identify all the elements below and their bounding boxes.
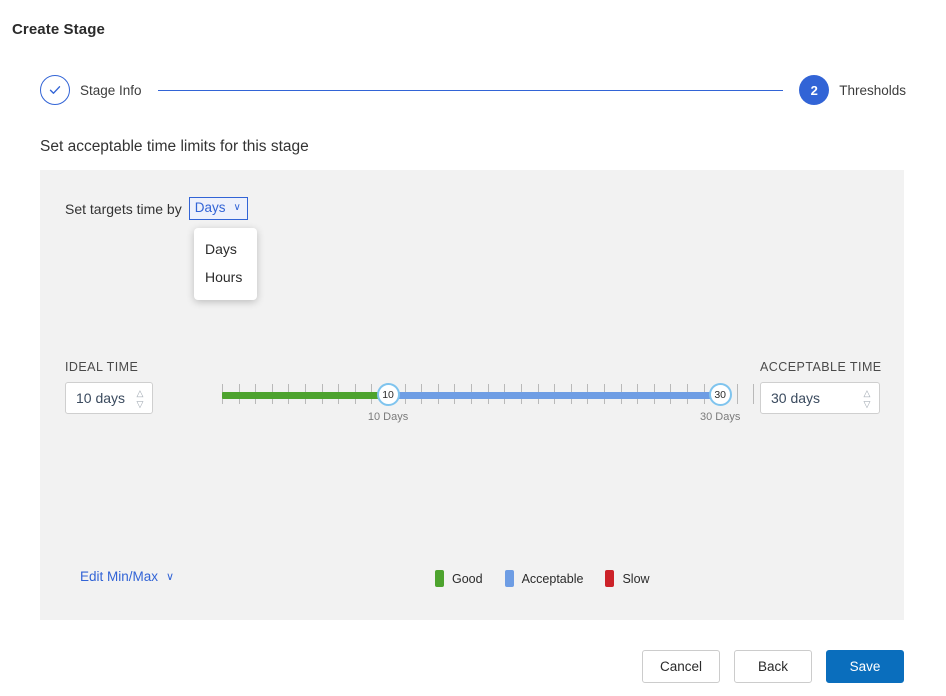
acceptable-time-spinner[interactable]: △ ▽	[861, 387, 873, 409]
back-button[interactable]: Back	[734, 650, 812, 683]
stepper-up-icon[interactable]: △	[863, 387, 871, 398]
slider-bar-acceptable	[388, 392, 721, 399]
acceptable-time-field: ACCEPTABLE TIME 30 days △ ▽	[760, 360, 882, 414]
dialog-footer: Cancel Back Save	[642, 650, 904, 683]
legend-swatch-slow	[605, 570, 615, 587]
stepper-step-stage-info[interactable]: Stage Info	[40, 75, 142, 105]
ideal-time-field: IDEAL TIME 10 days △ ▽	[65, 360, 153, 414]
legend-swatch-acceptable	[504, 570, 514, 587]
slider-thumb-acceptable[interactable]: 30	[708, 383, 732, 406]
dropdown-option-days[interactable]: Days	[205, 241, 237, 257]
legend-swatch-good	[435, 570, 444, 587]
slider-caption-acceptable: 30 Days	[699, 411, 741, 423]
legend-item-good: Good	[435, 570, 483, 587]
legend-label-slow: Slow	[622, 571, 650, 586]
stepper-step-label: Thresholds	[839, 82, 906, 98]
save-button[interactable]: Save	[826, 650, 904, 683]
slider-thumb-ideal[interactable]: 10	[376, 383, 400, 406]
legend-item-acceptable: Acceptable	[504, 570, 584, 587]
slider-tick	[736, 384, 738, 404]
edit-min-max-label: Edit Min/Max	[80, 569, 159, 584]
ideal-time-spinner[interactable]: △ ▽	[134, 387, 146, 409]
dropdown-option-hours[interactable]: Hours	[205, 269, 243, 285]
stepper-connector	[157, 89, 784, 91]
stepper-down-icon[interactable]: ▽	[863, 398, 871, 409]
stepper-up-icon[interactable]: △	[136, 387, 144, 398]
threshold-slider-area: IDEAL TIME 10 days △ ▽ 10 30 10 Days 30 …	[40, 360, 904, 430]
time-unit-select[interactable]: Days ∨	[188, 197, 248, 220]
time-unit-dropdown-menu[interactable]: Days Hours	[194, 228, 257, 300]
page-title: Create Stage	[12, 21, 105, 38]
stepper: Stage Info 2 Thresholds	[40, 74, 906, 106]
legend-label-good: Good	[452, 571, 483, 586]
stepper-step-label: Stage Info	[80, 82, 142, 98]
legend-label-acceptable: Acceptable	[521, 571, 584, 586]
stepper-down-icon[interactable]: ▽	[136, 398, 144, 409]
time-unit-selected-value: Days	[194, 200, 226, 215]
targets-time-row: Set targets time by Days ∨	[65, 197, 248, 220]
section-title: Set acceptable time limits for this stag…	[40, 138, 309, 155]
slider-caption-ideal: 10 Days	[367, 411, 409, 423]
legend-item-slow: Slow	[605, 570, 650, 587]
threshold-slider[interactable]: 10 30 10 Days 30 Days	[222, 383, 771, 423]
acceptable-time-value: 30 days	[771, 390, 821, 406]
stepper-step-thresholds[interactable]: 2 Thresholds	[799, 75, 906, 105]
check-icon	[40, 75, 70, 105]
chevron-down-icon: ∨	[166, 571, 175, 583]
ideal-time-value: 10 days	[76, 390, 126, 406]
ideal-time-caption: IDEAL TIME	[65, 360, 139, 374]
ideal-time-stepper[interactable]: 10 days △ ▽	[65, 382, 153, 414]
targets-time-label: Set targets time by	[65, 200, 182, 217]
acceptable-time-caption: ACCEPTABLE TIME	[760, 360, 882, 374]
slider-tick	[753, 384, 755, 404]
cancel-button[interactable]: Cancel	[642, 650, 720, 683]
edit-min-max-toggle[interactable]: Edit Min/Max ∨	[80, 569, 174, 584]
slider-bar-good	[222, 392, 389, 399]
thresholds-panel: Set targets time by Days ∨ Days Hours ID…	[40, 170, 904, 620]
chevron-down-icon: ∨	[233, 202, 241, 213]
step-number-badge: 2	[799, 75, 830, 105]
acceptable-time-stepper[interactable]: 30 days △ ▽	[760, 382, 880, 414]
threshold-legend: Good Acceptable Slow	[435, 570, 650, 587]
